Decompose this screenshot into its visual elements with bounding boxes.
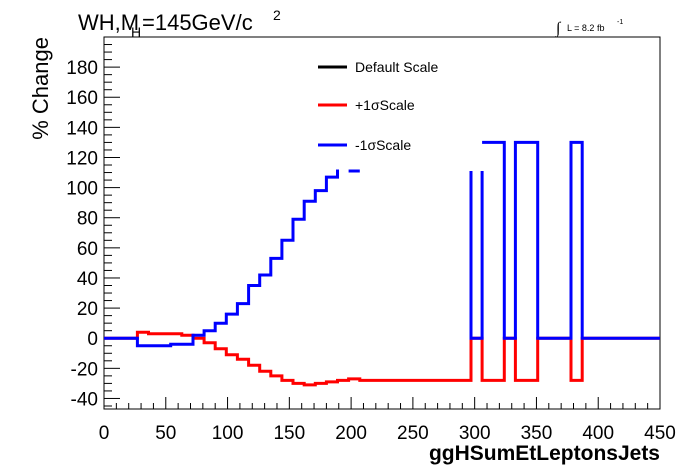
x-tick-label: 300	[459, 423, 491, 444]
x-tick-label: 50	[155, 423, 176, 444]
y-axis: -40 -20 0 20 40 60 80 100 120 140 160 180	[66, 44, 120, 410]
y-tick-label: 160	[66, 88, 98, 109]
series-layer	[104, 140, 660, 387]
title-main: WH,M	[78, 10, 139, 35]
x-axis: 0 50 100 150 200 250 300 350 400 450	[99, 397, 676, 444]
title-subscript: H	[131, 24, 141, 40]
x-tick-label: 0	[99, 423, 110, 444]
x-tick-label: 150	[273, 423, 305, 444]
y-tick-label: 0	[87, 329, 98, 350]
legend-label-minus1sigma: -1σScale	[355, 137, 411, 153]
series-segment-minus1sigma	[469, 171, 484, 340]
y-tick-label: -20	[71, 359, 98, 380]
series-line-minus1sigma	[104, 169, 339, 348]
y-tick-label: 100	[66, 179, 98, 200]
y-tick-label: 40	[77, 269, 98, 290]
chart-title: WH,M H =145GeV/c 2	[78, 7, 281, 40]
integral-symbol: ∫	[555, 20, 562, 38]
x-tick-label: 250	[397, 423, 429, 444]
x-tick-label: 400	[582, 423, 614, 444]
legend: Default Scale +1σScale -1σScale	[318, 59, 438, 153]
title-superscript: 2	[273, 7, 281, 23]
legend-label-plus1sigma: +1σScale	[355, 97, 415, 113]
lumi-superscript: -1	[617, 19, 623, 26]
title-rest: =145GeV/c	[142, 10, 253, 35]
x-tick-label: 350	[521, 423, 553, 444]
y-tick-label: -40	[71, 389, 98, 410]
series-line-plus1sigma	[104, 330, 660, 387]
x-tick-label: 100	[212, 423, 244, 444]
plot-frame	[103, 36, 661, 410]
y-tick-label: 60	[77, 239, 98, 260]
luminosity-label: ∫ L = 8.2 fb -1	[555, 19, 623, 38]
y-axis-label: % Change	[28, 37, 53, 140]
y-tick-label: 180	[66, 58, 98, 79]
y-tick-label: 120	[66, 148, 98, 169]
lumi-text: L = 8.2 fb	[567, 23, 604, 33]
y-tick-label: 140	[66, 118, 98, 139]
y-tick-label: 20	[77, 299, 98, 320]
x-tick-label: 450	[644, 423, 676, 444]
series-segment-minus1sigma	[482, 140, 660, 340]
y-tick-label: 80	[77, 209, 98, 230]
legend-label-default: Default Scale	[355, 59, 438, 75]
x-axis-label: ggHSumEtLeptonsJets	[429, 442, 660, 465]
x-tick-label: 200	[335, 423, 367, 444]
